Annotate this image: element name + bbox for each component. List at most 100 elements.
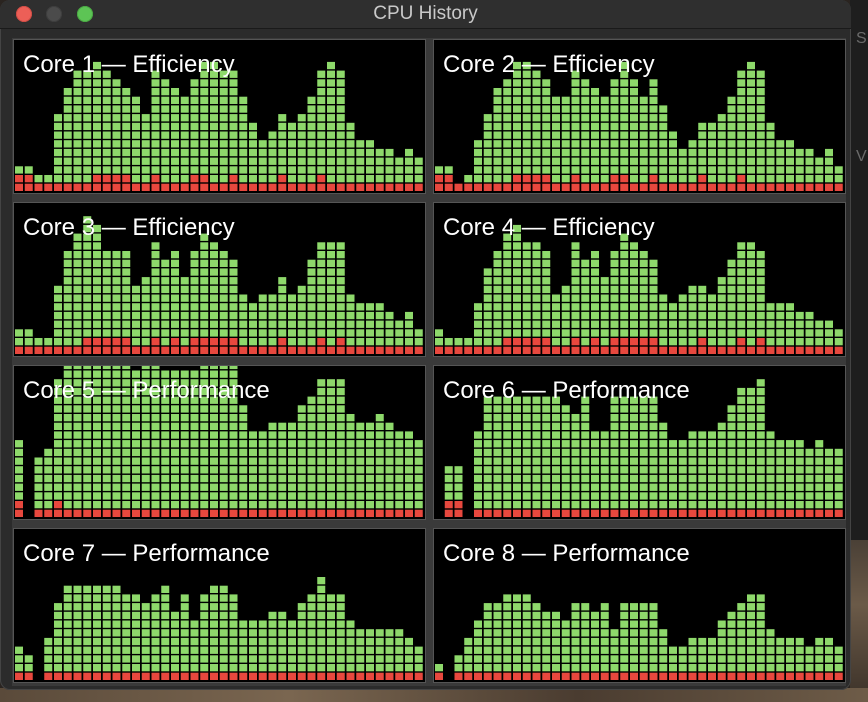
user-load-block — [610, 122, 619, 131]
user-load-block — [307, 175, 316, 183]
user-load-block — [239, 148, 248, 157]
core-2-chart — [435, 61, 843, 191]
user-load-block — [805, 338, 814, 346]
user-load-block — [756, 492, 765, 500]
user-load-block — [825, 166, 833, 174]
user-load-block — [288, 620, 296, 628]
user-load-block — [659, 474, 668, 483]
system-load-block — [83, 509, 92, 517]
user-load-block — [63, 440, 72, 448]
user-load-block — [756, 594, 765, 602]
user-load-block — [210, 585, 218, 593]
user-load-block — [366, 637, 374, 646]
user-load-block — [659, 431, 668, 439]
user-load-block — [102, 285, 111, 294]
system-load-block — [258, 672, 267, 680]
system-load-block — [190, 338, 199, 346]
system-load-block — [63, 346, 72, 354]
minimize-button[interactable] — [46, 6, 62, 22]
user-load-block — [151, 96, 160, 104]
user-load-block — [414, 655, 423, 663]
user-load-block — [268, 131, 277, 139]
user-load-block — [513, 277, 521, 285]
user-load-block — [15, 474, 23, 483]
user-load-block — [151, 70, 160, 78]
user-load-block — [786, 655, 794, 663]
user-load-block — [327, 268, 335, 276]
user-load-block — [591, 131, 599, 139]
desktop-wallpaper-bottom — [0, 688, 868, 702]
user-load-block — [532, 294, 541, 302]
user-load-block — [73, 242, 82, 250]
system-load-block — [591, 346, 599, 354]
user-load-block — [513, 492, 521, 500]
user-load-block — [239, 422, 248, 430]
user-load-block — [219, 620, 228, 628]
user-load-block — [474, 620, 482, 628]
user-load-block — [620, 166, 629, 174]
user-load-block — [336, 422, 345, 430]
user-load-block — [317, 474, 326, 483]
user-load-block — [375, 474, 384, 483]
user-load-block — [756, 646, 765, 654]
user-load-block — [180, 285, 189, 294]
user-load-block — [766, 431, 775, 439]
user-load-block — [581, 166, 590, 174]
user-load-block — [258, 440, 267, 448]
system-load-block — [307, 672, 316, 680]
user-load-block — [395, 501, 404, 509]
close-button[interactable] — [16, 6, 32, 22]
user-load-block — [610, 88, 619, 96]
zoom-button[interactable] — [77, 6, 93, 22]
user-load-block — [171, 405, 179, 413]
user-load-block — [834, 483, 843, 491]
user-load-block — [620, 96, 629, 104]
user-load-block — [737, 88, 746, 96]
user-load-block — [151, 79, 160, 87]
user-load-block — [552, 96, 560, 104]
user-load-block — [356, 431, 365, 439]
user-load-block — [815, 175, 824, 183]
system-load-block — [63, 672, 72, 680]
user-load-block — [532, 422, 541, 430]
user-load-block — [93, 303, 101, 311]
user-load-block — [258, 664, 267, 672]
user-load-block — [317, 405, 326, 413]
user-load-block — [200, 396, 209, 404]
user-load-block — [756, 448, 765, 457]
user-load-block — [532, 457, 541, 465]
user-load-block — [414, 483, 423, 491]
title-bar[interactable]: CPU History — [0, 0, 851, 29]
user-load-block — [93, 379, 101, 387]
user-load-block — [522, 320, 531, 328]
user-load-block — [756, 166, 765, 174]
user-load-block — [268, 311, 277, 320]
user-load-block — [503, 79, 512, 87]
user-load-block — [747, 131, 755, 139]
user-load-block — [122, 251, 131, 259]
user-load-block — [180, 492, 189, 500]
user-load-block — [805, 175, 814, 183]
user-load-block — [405, 466, 413, 474]
user-load-block — [102, 131, 111, 139]
user-load-block — [63, 329, 72, 337]
user-load-block — [151, 620, 160, 628]
user-load-block — [366, 483, 374, 491]
user-load-block — [717, 311, 726, 320]
user-load-block — [522, 148, 531, 157]
user-load-block — [493, 268, 502, 276]
system-load-block — [825, 509, 833, 517]
user-load-block — [571, 329, 580, 337]
system-load-block — [24, 183, 33, 191]
user-load-block — [727, 166, 736, 174]
user-load-block — [24, 338, 33, 346]
user-load-block — [786, 166, 794, 174]
user-load-block — [493, 422, 502, 430]
user-load-block — [151, 157, 160, 165]
user-load-block — [171, 303, 179, 311]
core-8-title: Core 8 — Performance — [443, 540, 690, 567]
system-load-block — [210, 509, 218, 517]
user-load-block — [102, 387, 111, 396]
user-load-block — [756, 431, 765, 439]
user-load-block — [737, 405, 746, 413]
